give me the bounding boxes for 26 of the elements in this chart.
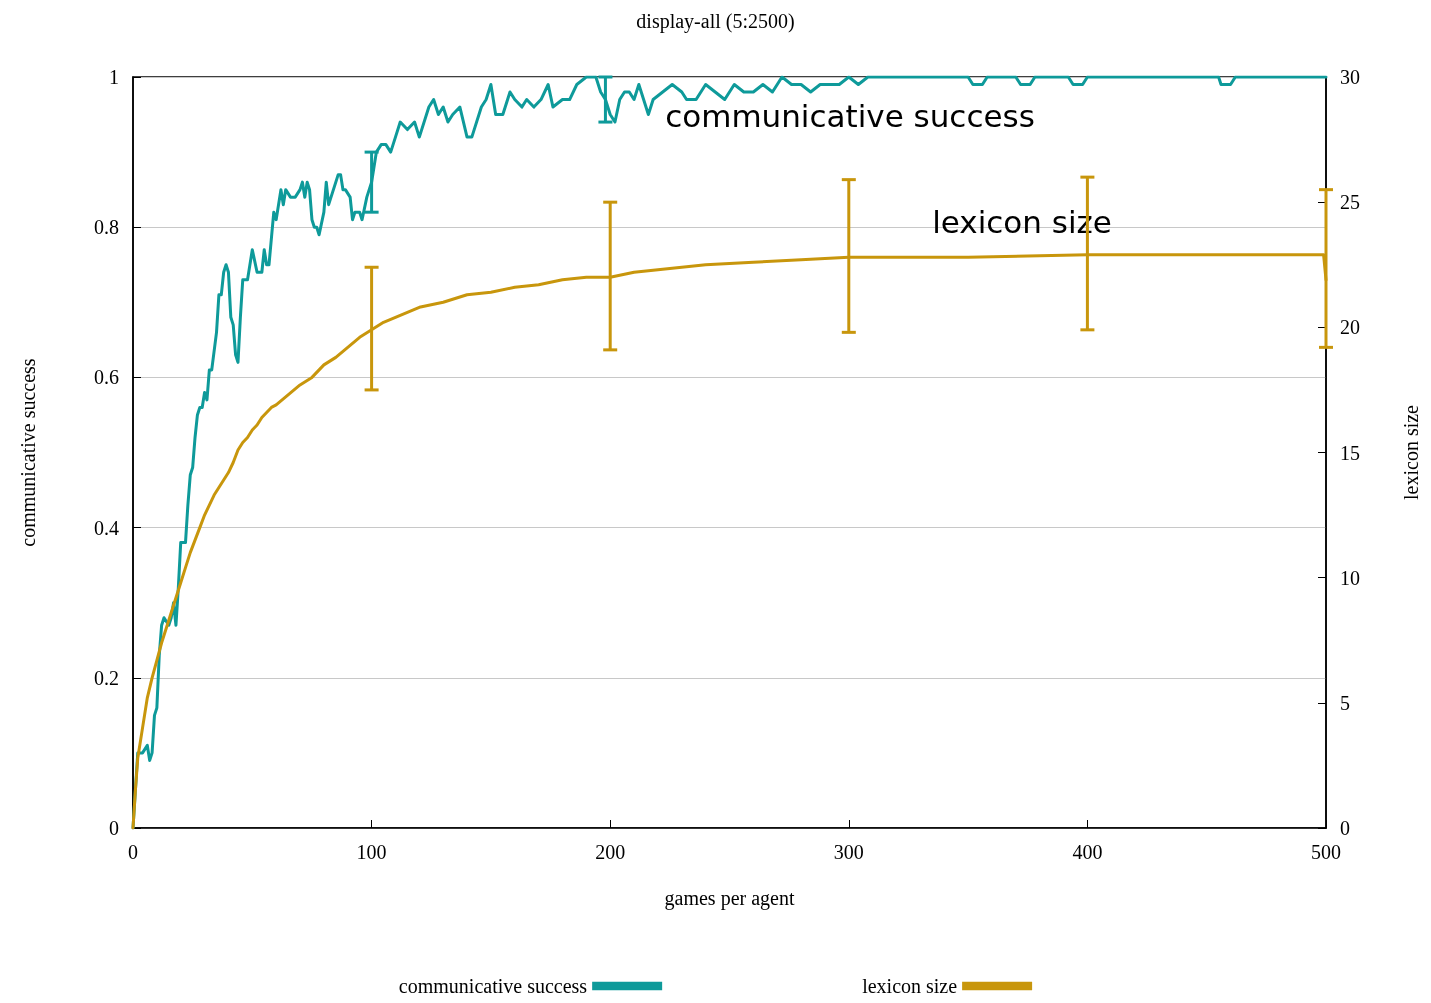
y2-tick-label: 10 (1340, 566, 1360, 589)
y2-tick-label: 5 (1340, 691, 1350, 714)
y-tick-label: 1 (109, 66, 119, 88)
legend-label: lexicon size (862, 975, 958, 997)
y-tick-label: 0.4 (94, 516, 119, 539)
y2-tick-label: 20 (1340, 316, 1360, 339)
x-tick-label: 0 (128, 841, 138, 863)
y-axis-title: communicative success (17, 358, 39, 547)
y2-tick-label: 30 (1340, 66, 1360, 88)
x-tick-label: 500 (1311, 841, 1341, 863)
x-tick-label: 100 (356, 841, 387, 863)
y2-tick-label: 15 (1340, 441, 1360, 464)
y2-axis-title: lexicon size (1400, 404, 1422, 500)
chart-title: display-all (5:2500) (636, 10, 795, 33)
legend-label: communicative success (398, 975, 588, 997)
y2-tick-label: 0 (1340, 817, 1350, 839)
y-tick-label: 0.2 (94, 666, 119, 689)
x-tick-label: 400 (1072, 841, 1103, 863)
y-tick-label: 0 (109, 817, 119, 839)
y-tick-label: 0.8 (94, 216, 119, 239)
x-tick-label: 300 (833, 841, 864, 863)
annotation: communicative success (665, 98, 1035, 134)
x-tick-label: 200 (595, 841, 626, 863)
x-axis-title: games per agent (664, 887, 795, 910)
y-tick-label: 0.6 (94, 366, 119, 389)
y2-tick-label: 25 (1340, 191, 1360, 214)
